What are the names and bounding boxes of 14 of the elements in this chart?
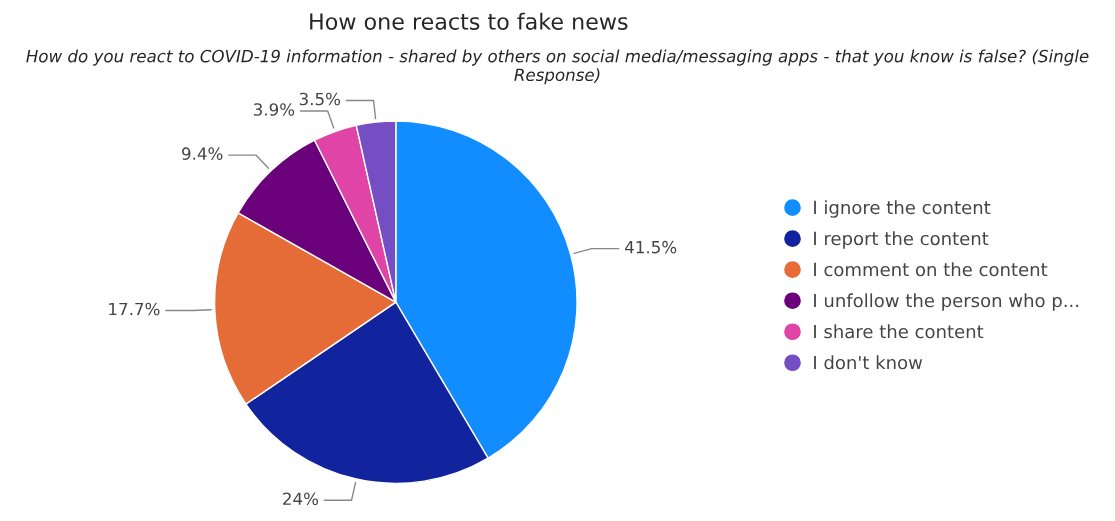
data-label: 3.9% — [253, 103, 295, 116]
legend-label: I share the content — [814, 324, 984, 339]
data-label: 41.5% — [625, 240, 677, 254]
legend-label: I ignore the content — [814, 200, 991, 218]
chart-title: How one reacts to fake news — [310, 12, 628, 30]
data-label: 24% — [283, 492, 319, 506]
chart-subtitle: How do you react to COVID-19 information - shared by others on social media/messaging apps - that you know is false? (Single Response) — [26, 49, 1089, 85]
legend-label: I comment on the content — [814, 262, 1048, 277]
data-label: 3.5% — [299, 92, 341, 106]
legend-label: I don't know — [814, 355, 923, 370]
data-label: 17.7% — [109, 302, 160, 316]
legend-label: I report the content — [814, 231, 989, 249]
data-label: 9.4% — [182, 147, 223, 160]
legend-label: I unfollow the person who p... — [814, 293, 1079, 311]
